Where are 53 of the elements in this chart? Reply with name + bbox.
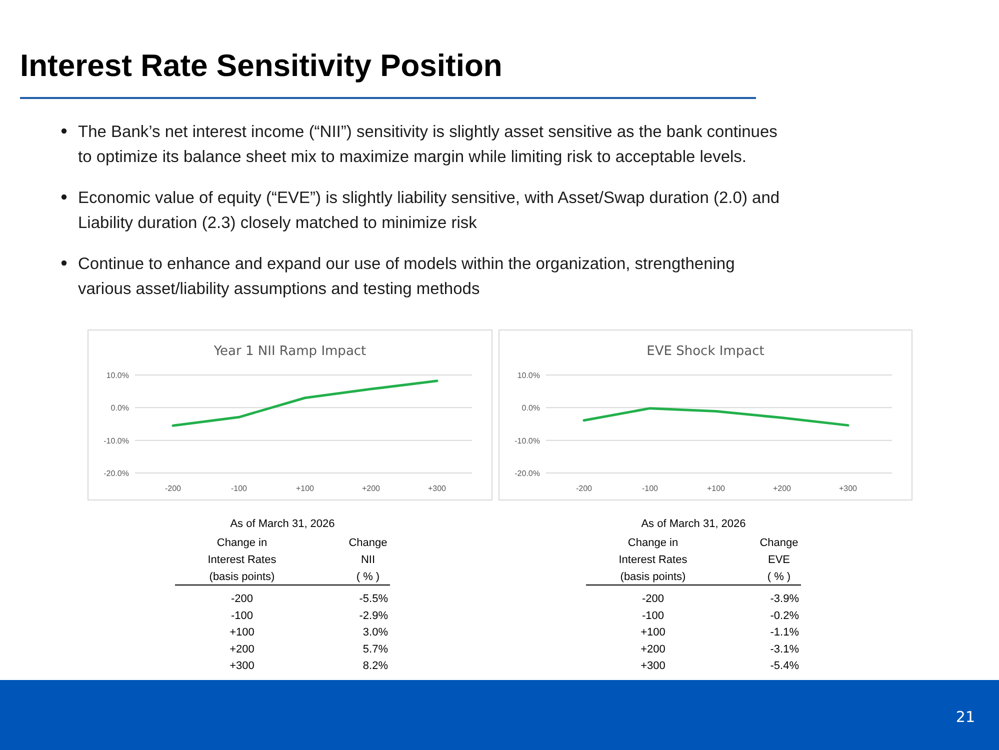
x-tick-label: +200 [772, 484, 792, 493]
text: -3.9% [770, 593, 800, 605]
chart-title: EVE Shock Impact [646, 344, 764, 359]
y-tick-label: -10.0% [514, 436, 540, 446]
category-label: +300 [640, 660, 666, 672]
line-series [172, 380, 438, 427]
y-tick-label: 10.0% [517, 371, 540, 380]
text: -0.2% [770, 610, 800, 622]
text: Change in Interest Rates (basis points) [618, 537, 688, 583]
category-label: -200 [642, 593, 664, 605]
x-tick-label: -200 [576, 484, 593, 493]
text: -3.1% [770, 643, 800, 656]
category-label: +300 [230, 660, 254, 672]
y-tick-label: 10.0% [106, 371, 129, 380]
x-tick-label: -100 [230, 484, 248, 493]
chart-title: Year 1 NII Ramp Impact [212, 344, 366, 359]
x-tick-label: +100 [296, 484, 315, 493]
x-tick-label: +200 [362, 484, 381, 493]
text: As of March 31, 2026 [641, 518, 746, 530]
category-label: +100 [640, 626, 666, 639]
category-label: +100 [230, 626, 254, 639]
x-tick-label: +300 [838, 484, 858, 493]
text: Economic value of equity (“EVE”) is slightly liability sensitive, with Asset/Swap duration (2.0) and Liability duration (2.3) closely matched to minimize risk [78, 189, 780, 232]
y-tick-label: -20.0% [104, 469, 129, 478]
text: Interest Rate Sensitivity Position [20, 48, 502, 83]
text: Change EVE ( % ) [760, 537, 798, 583]
y-tick-label: 0.0% [110, 404, 129, 413]
y-tick-label: 0.0% [522, 404, 540, 413]
text: -5.4% [770, 660, 800, 672]
category-label: -200 [230, 593, 254, 605]
y-tick-label: -10.0% [104, 436, 129, 446]
category-label: -100 [230, 610, 254, 622]
text: 3.0% [362, 626, 388, 639]
text: -5.5% [359, 593, 388, 605]
text: As of March 31, 2026 [230, 518, 335, 530]
text: -2.9% [359, 610, 388, 622]
text: The Bank’s net interest income (“NII”) sensitivity is slightly asset sensitive as the bank continues to optimize its balance sheet mix to maximize margin while limiting risk to acceptable levels. [78, 123, 778, 166]
line-series [582, 407, 850, 427]
text: 8.2% [362, 660, 388, 672]
x-tick-label: +300 [428, 484, 447, 493]
text: -1.1% [770, 626, 800, 639]
x-tick-label: -100 [642, 484, 659, 493]
text: Continue to enhance and expand our use of models within the organization, strengthening various asset/liability assumptions and testing methods [78, 255, 735, 298]
text: 5.7% [362, 643, 388, 656]
x-tick-label: -200 [164, 484, 182, 493]
category-label: +200 [640, 643, 666, 656]
category-label: +200 [230, 643, 254, 656]
category-label: -100 [642, 610, 664, 622]
text: Change NII ( % ) [348, 537, 388, 583]
y-tick-label: -20.0% [514, 469, 540, 478]
text: Change in Interest Rates (basis points) [208, 537, 277, 583]
x-tick-label: +100 [706, 484, 726, 493]
text: 21 [956, 708, 975, 726]
